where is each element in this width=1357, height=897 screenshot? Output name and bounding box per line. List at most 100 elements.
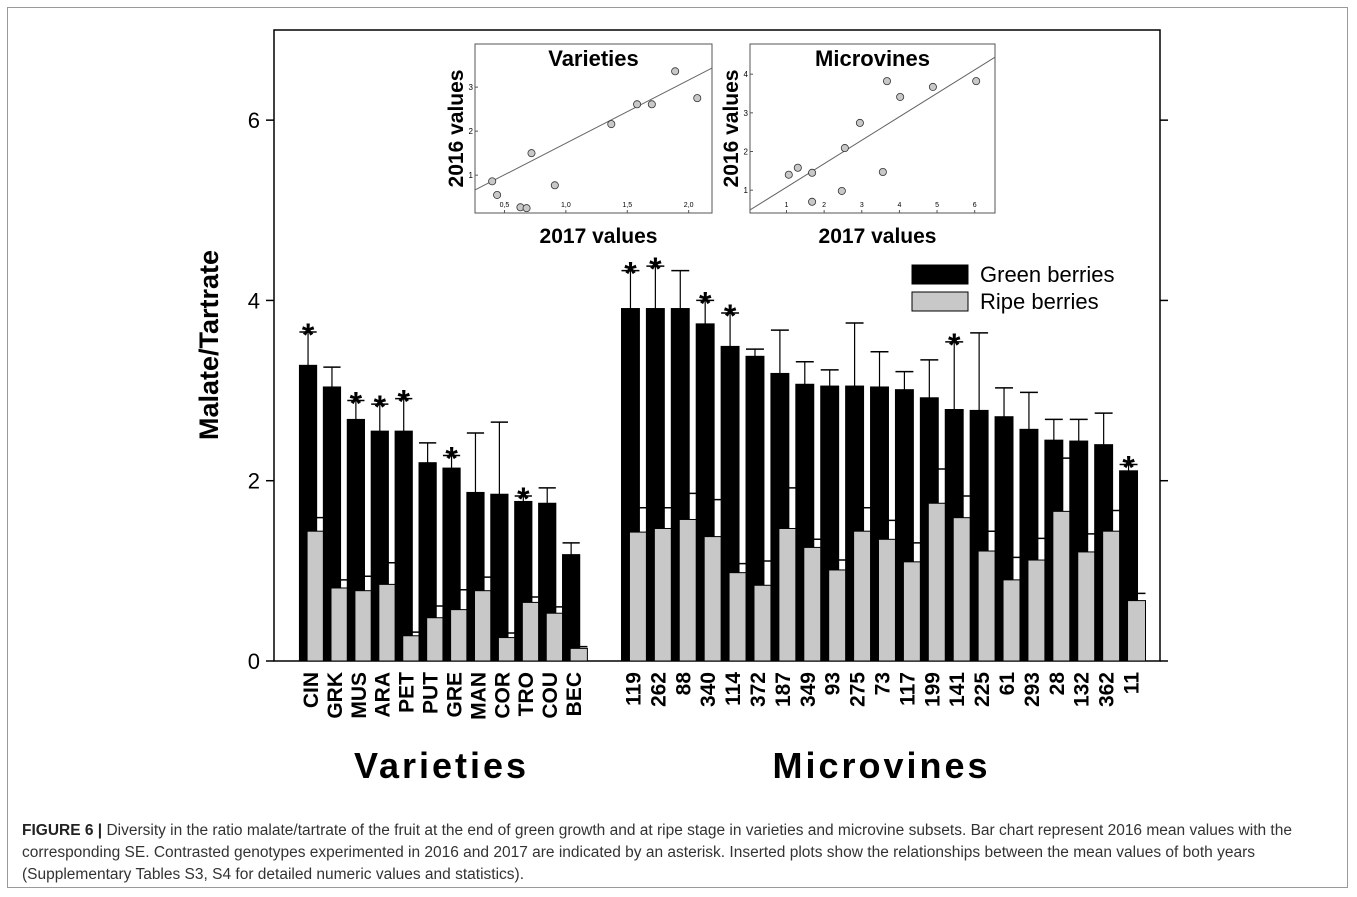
caption-text: Diversity in the ratio malate/tartrate o…	[22, 822, 1292, 883]
ripe-bar	[803, 546, 823, 662]
ripe-bar	[728, 572, 748, 662]
y-tick-label: 4	[248, 288, 260, 313]
ripe-bar	[753, 584, 773, 662]
x-tick-label: 362	[1096, 672, 1119, 707]
ripe-bar	[1052, 510, 1072, 662]
y-tick-label: 2	[248, 469, 260, 494]
ripe-bar	[1002, 579, 1022, 662]
ripe-bar	[853, 530, 873, 662]
ripe-bar	[678, 518, 698, 662]
caption: FIGURE 6 | Diversity in the ratio malate…	[22, 820, 1337, 886]
y-tick-label: 3	[744, 109, 749, 118]
x-tick-label: 28	[1046, 672, 1069, 696]
x-tick-label: 61	[996, 672, 1019, 696]
x-tick-label: 1	[785, 202, 789, 209]
scatter-point	[855, 118, 864, 127]
chart: 0 2 4 6 Malate/Tartrate CIN * GRK MUS * ARA * PET * PU…	[194, 29, 1168, 786]
ripe-bar	[628, 531, 648, 662]
ripe-bar	[306, 530, 325, 662]
x-tick-label: 2,0	[684, 202, 694, 209]
y-tick-label: 2	[744, 148, 749, 157]
x-tick-label: ARA	[372, 672, 395, 718]
inset-title: Microvines	[815, 46, 930, 71]
asterisk: *	[350, 385, 363, 421]
ripe-bar	[952, 517, 972, 662]
x-tick-label: GRE	[443, 672, 466, 718]
ripe-bar	[497, 637, 517, 662]
ripe-bar	[703, 536, 723, 662]
y-tick-label: 3	[469, 83, 474, 92]
scatter-point	[550, 181, 559, 190]
scatter-point	[882, 77, 891, 86]
x-tick-label: 199	[921, 672, 944, 707]
scatter-point	[837, 186, 846, 195]
y-tick-label: 2	[469, 127, 474, 136]
scatter-point	[928, 82, 937, 91]
y-tick-label: 0	[248, 649, 260, 674]
ripe-bar	[1127, 600, 1146, 662]
x-tick-label: 187	[772, 672, 795, 707]
ripe-bar	[1027, 559, 1047, 662]
x-tick-label: 275	[847, 672, 870, 707]
x-tick-label: 88	[672, 672, 695, 696]
x-tick-label: 4	[897, 202, 901, 209]
legend-swatch	[911, 264, 969, 285]
ripe-bar	[902, 561, 922, 662]
ripe-bar	[927, 502, 947, 662]
inset-x-label: 2017 values	[540, 225, 658, 248]
scatter-point	[808, 197, 817, 206]
ripe-bar	[878, 538, 897, 662]
x-tick-label: 132	[1071, 672, 1094, 707]
x-tick-label: PUT	[420, 672, 443, 714]
x-tick-label: 293	[1021, 672, 1044, 707]
ripe-bar	[778, 527, 798, 662]
x-tick-label: 3	[860, 202, 864, 209]
asterisk: *	[1122, 449, 1135, 485]
caption-label: FIGURE 6 |	[22, 822, 103, 839]
x-tick-label: COU	[539, 672, 562, 719]
x-tick-label: TRO	[515, 672, 538, 716]
y-axis-label: Malate/Tartrate	[194, 250, 224, 440]
ripe-bar	[1077, 551, 1097, 662]
fit-line	[474, 67, 713, 191]
x-tick-label: 5	[935, 202, 939, 209]
x-tick-label: CIN	[300, 672, 323, 708]
ripe-bar	[545, 612, 564, 662]
x-tick-label: 349	[797, 672, 820, 707]
legend-label: Green berries	[980, 262, 1115, 287]
green-bar	[490, 493, 509, 662]
asterisk: *	[397, 384, 410, 420]
scatter-point	[488, 177, 497, 186]
scatter-point	[878, 168, 887, 177]
ripe-bar	[828, 569, 848, 662]
x-tick-label: 340	[697, 672, 720, 707]
x-tick-label: 119	[622, 672, 645, 706]
ripe-bar	[569, 647, 588, 662]
y-tick-label: 4	[744, 70, 749, 79]
ripe-bar	[378, 583, 397, 662]
x-tick-label: 372	[747, 672, 770, 707]
y-tick-label: 6	[248, 108, 260, 133]
x-tick-label: 0,5	[500, 202, 510, 209]
x-tick-label: 1,0	[561, 202, 571, 209]
scatter-point	[896, 92, 905, 101]
group-label: Varieties	[354, 745, 529, 786]
scatter-point	[693, 94, 702, 103]
scatter-point	[633, 100, 642, 109]
y-tick-label: 1	[744, 186, 749, 195]
x-tick-label: 225	[971, 672, 994, 707]
scatter-point	[607, 120, 616, 129]
x-tick-label: BEC	[563, 672, 586, 716]
inset-x-label: 2017 values	[819, 225, 937, 248]
ripe-bar	[653, 527, 673, 662]
x-tick-label: 93	[822, 672, 845, 695]
group-label: Microvines	[772, 745, 990, 786]
figure-frame	[7, 7, 1348, 888]
scatter-point	[522, 204, 531, 213]
y-tick-label: 1	[469, 171, 474, 180]
x-tick-label: 1,5	[622, 202, 632, 209]
fit-line	[749, 56, 996, 211]
inset-title: Varieties	[548, 46, 639, 71]
ripe-bar	[977, 550, 997, 662]
ripe-bar	[402, 635, 421, 662]
